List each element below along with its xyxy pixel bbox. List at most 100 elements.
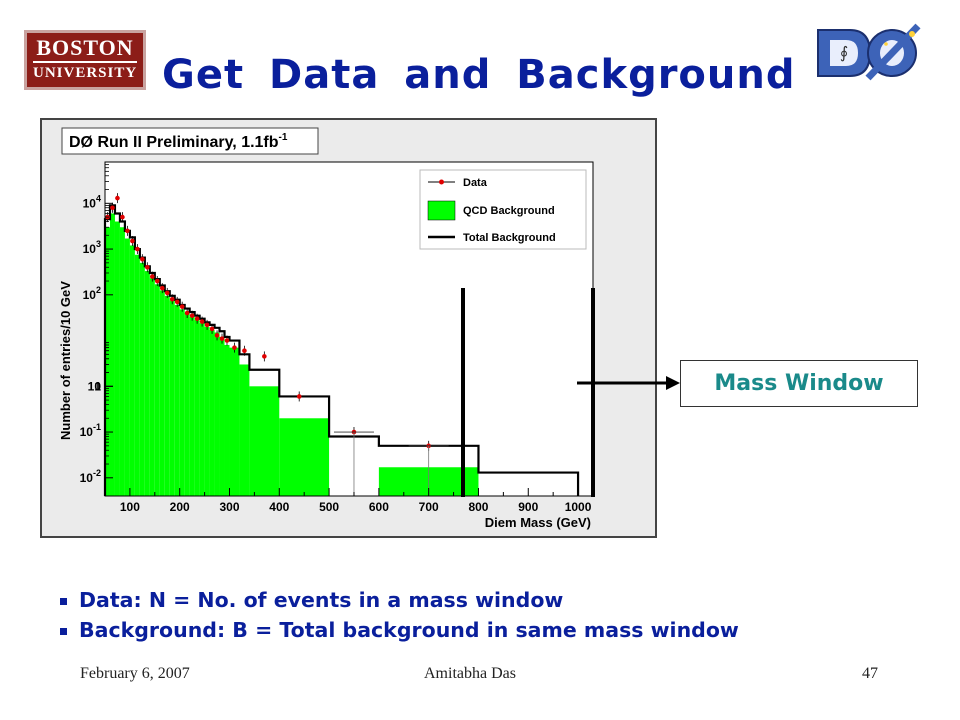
qcd-bin-bar — [239, 364, 250, 496]
data-point — [219, 336, 225, 341]
data-point — [189, 313, 195, 318]
qcd-bin-bar — [209, 330, 215, 496]
bullet-square-icon — [60, 627, 67, 635]
qcd-bin-bar — [154, 284, 160, 496]
qcd-bin-bar — [249, 386, 280, 496]
data-point — [199, 319, 205, 324]
qcd-bin-bar — [214, 332, 220, 496]
legend-total-label: Total Background — [463, 232, 556, 244]
footer-author: Amitabha Das — [424, 665, 516, 682]
qcd-bin-bar — [204, 326, 210, 496]
qcd-bin-bar — [174, 304, 180, 496]
qcd-bin-bar — [144, 271, 150, 496]
svg-text:∮: ∮ — [840, 43, 848, 62]
data-point — [262, 354, 267, 359]
total-background-line — [103, 204, 580, 496]
bullet-text: Background: B = Total background in same… — [79, 618, 739, 642]
data-point — [145, 264, 150, 270]
histogram-chart: 100 200 300 400 500 600 700 800 900 100010-210-11… — [58, 127, 594, 530]
x-tick-label: 900 — [518, 500, 538, 514]
y-axis-label: Number of entries/10 GeV — [58, 281, 73, 440]
bullet-square-icon — [60, 597, 67, 605]
d0-logo-icon: ∮ — [817, 23, 921, 81]
y-tick-label: 10-2 — [80, 468, 101, 485]
qcd-bin-bar — [105, 227, 110, 496]
y-tick-label: 1 — [94, 379, 101, 393]
y-tick-label: 10 — [88, 379, 102, 393]
data-point — [169, 296, 175, 302]
y-tick-label: 102 — [83, 285, 101, 302]
data-point — [159, 285, 165, 291]
data-point — [179, 304, 185, 309]
axes-layer: 100 200 300 400 500 600 700 800 900 1000 10-2 10-1 1… — [80, 161, 592, 514]
qcd-bin-bar — [189, 316, 195, 496]
qcd-bin-bar — [194, 320, 200, 496]
qcd-bin-bar — [114, 221, 120, 496]
qcd-bin-bar — [184, 313, 190, 496]
plot-panel: 100 200 300 400 500 600 700 800 900 1000 10-2 10-1 1… — [40, 118, 657, 538]
data-point — [135, 246, 140, 252]
mass-window-label-box: Mass Window — [680, 360, 918, 407]
x-tick-label: 100 — [120, 500, 140, 514]
data-point — [140, 256, 145, 262]
footer-page-number: 47 — [862, 665, 878, 682]
data-point — [164, 290, 170, 296]
logo-line-1: BOSTON — [36, 35, 134, 60]
data-point — [204, 322, 210, 328]
data-point — [150, 274, 155, 279]
bullet-text: Data: N = No. of events in a mass window — [79, 588, 564, 612]
qcd-bin-bar — [279, 418, 330, 496]
chart-title: DØ Run II Preliminary, 1.1fb — [69, 134, 279, 151]
data-points-layer — [105, 193, 449, 496]
qcd-bin-bar — [169, 300, 175, 496]
qcd-bin-bar — [159, 290, 165, 496]
qcd-bin-bar — [229, 347, 240, 496]
data-point — [232, 345, 237, 350]
slide-title: Get Data and Background — [162, 52, 796, 98]
bullet-item: Background: B = Total background in same… — [60, 615, 739, 645]
data-point — [154, 278, 160, 284]
bullet-item: Data: N = No. of events in a mass window — [60, 585, 739, 615]
data-point — [125, 228, 130, 234]
x-tick-label: 800 — [468, 500, 488, 514]
chart-title-superscript: -1 — [279, 132, 288, 143]
total-background-layer — [103, 204, 580, 496]
data-point — [242, 348, 247, 354]
x-tick-label: 400 — [269, 500, 289, 514]
y-tick-label: 103 — [83, 239, 101, 256]
arrow-head-icon — [666, 376, 680, 390]
data-point — [184, 310, 190, 316]
data-point — [174, 299, 180, 305]
qcd-bin-bar — [164, 295, 170, 496]
data-point — [224, 338, 230, 343]
legend: Data QCD Background Total Background — [419, 169, 587, 250]
svg-text:DØ Run II Preliminary, 1.1fb-1: DØ Run II Preliminary, 1.1fb-1 — [69, 132, 288, 151]
qcd-bin-bar — [179, 309, 185, 496]
qcd-bin-bar — [119, 227, 125, 496]
x-tick-label: 600 — [369, 500, 389, 514]
qcd-bin-bar — [129, 245, 135, 496]
data-point — [194, 316, 200, 322]
x-tick-label: 200 — [170, 500, 190, 514]
legend-data-marker — [439, 179, 444, 185]
qcd-bin-bar — [219, 336, 225, 496]
data-point — [115, 195, 120, 201]
footer-date: February 6, 2007 — [80, 665, 190, 682]
legend-data-label: Data — [463, 177, 488, 189]
data-point — [214, 333, 220, 338]
y-tick-label: 104 — [83, 193, 101, 210]
boston-university-logo: BOSTON UNIVERSITY — [24, 30, 146, 90]
data-point — [130, 238, 135, 244]
qcd-bin-bar — [149, 278, 155, 496]
qcd-bin-bar — [109, 213, 115, 497]
y-tick-label: 10-1 — [80, 422, 101, 439]
bullet-list: Data: N = No. of events in a mass window… — [60, 585, 739, 645]
data-point — [120, 214, 125, 220]
qcd-bin-bar — [139, 262, 145, 496]
data-point — [110, 205, 115, 211]
qcd-bin-bar — [224, 344, 230, 496]
mass-window-label: Mass Window — [714, 371, 884, 396]
legend-qcd-swatch — [427, 200, 456, 221]
qcd-bin-bar — [199, 323, 205, 496]
